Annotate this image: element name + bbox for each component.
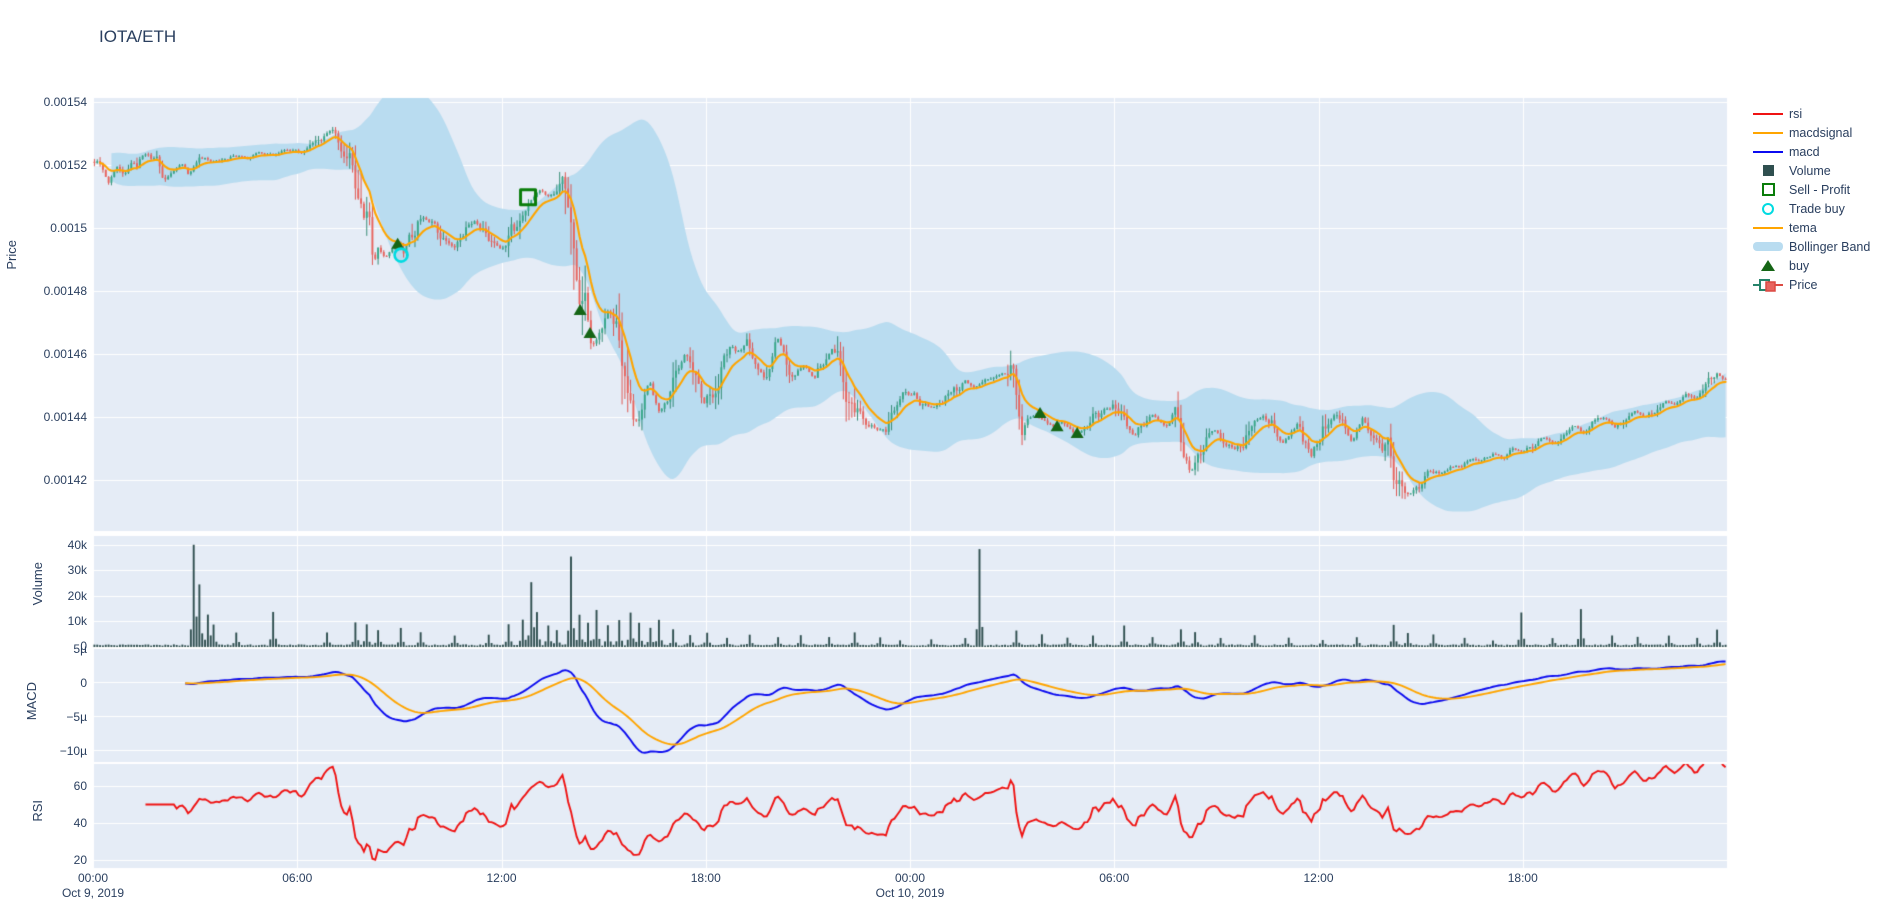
price-swatch-icon xyxy=(1752,277,1784,293)
price-ytick-label: 0.00152 xyxy=(43,158,87,172)
line-glyph xyxy=(1753,131,1783,134)
open-square-glyph xyxy=(1761,183,1775,196)
sell-profit-swatch-icon xyxy=(1752,183,1784,196)
price-ytick-label: 0.00146 xyxy=(43,347,87,361)
x-date-label: Oct 9, 2019 xyxy=(61,886,125,900)
volume-ytick-label: 30k xyxy=(67,563,87,578)
rsi-ytick-label: 40 xyxy=(73,816,87,830)
x-tick-label: 06:00 xyxy=(1099,871,1130,885)
price-ytick-label: 0.0015 xyxy=(50,221,87,235)
x-tick-label: 18:00 xyxy=(690,871,721,885)
legend-item-buy[interactable]: buy xyxy=(1752,256,1870,275)
price-axis-title: Price xyxy=(4,240,19,270)
legend-item-bollinger-band[interactable]: Bollinger Band xyxy=(1752,237,1870,256)
rsi-ytick-label: 60 xyxy=(73,779,87,793)
legend: rsi macdsignal macd Volume Sell - Profit Trad… xyxy=(1752,104,1870,294)
rsi-ytick-label: 20 xyxy=(73,853,87,867)
chart-title: IOTA/ETH xyxy=(99,27,177,46)
bollinger-band-swatch-icon xyxy=(1752,242,1784,251)
legend-label: Volume xyxy=(1789,163,1831,178)
legend-label: buy xyxy=(1789,258,1810,273)
volume-ytick-label: 20k xyxy=(67,588,87,603)
line-glyph xyxy=(1753,150,1783,153)
legend-label: Bollinger Band xyxy=(1789,239,1871,254)
macd-ytick-label: −10µ xyxy=(59,744,87,758)
x-tick-label: 00:00 xyxy=(77,871,109,885)
x-tick-label: 12:00 xyxy=(1303,871,1334,885)
price-ytick-label: 0.00142 xyxy=(43,473,87,487)
volume-swatch-icon xyxy=(1752,165,1784,176)
candle-glyph xyxy=(1753,278,1783,292)
legend-label: macdsignal xyxy=(1789,125,1853,140)
legend-item-price[interactable]: Price xyxy=(1752,275,1870,294)
line-glyph xyxy=(1753,112,1783,115)
square-glyph xyxy=(1762,165,1774,176)
macd-ytick-label: 5µ xyxy=(73,642,87,656)
tema-swatch-icon xyxy=(1752,226,1784,229)
trade-buy-swatch-icon xyxy=(1752,202,1784,215)
macd-swatch-icon xyxy=(1752,150,1784,153)
legend-item-tema[interactable]: tema xyxy=(1752,218,1870,237)
legend-label: rsi xyxy=(1789,106,1803,121)
band-glyph xyxy=(1753,242,1783,251)
macd-ytick-label: −5µ xyxy=(66,710,87,724)
legend-item-trade-buy[interactable]: Trade buy xyxy=(1752,199,1870,218)
x-tick-label: 18:00 xyxy=(1507,871,1538,885)
line-glyph xyxy=(1753,226,1783,229)
legend-label: tema xyxy=(1789,220,1817,235)
price-ytick-label: 0.00144 xyxy=(43,410,87,424)
legend-item-sell-profit[interactable]: Sell - Profit xyxy=(1752,180,1870,199)
macd-ytick-label: 0 xyxy=(80,676,87,690)
buy-swatch-icon xyxy=(1752,260,1784,271)
x-tick-label: 12:00 xyxy=(486,871,517,885)
x-tick-label: 00:00 xyxy=(894,871,926,885)
legend-label: Price xyxy=(1789,277,1818,292)
open-circle-glyph xyxy=(1762,202,1774,215)
legend-label: Trade buy xyxy=(1789,201,1845,216)
legend-item-macdsignal[interactable]: macdsignal xyxy=(1752,123,1870,142)
triangle-glyph xyxy=(1761,260,1775,271)
legend-label: macd xyxy=(1789,144,1820,159)
x-tick-label: 06:00 xyxy=(282,871,313,885)
legend-item-rsi[interactable]: rsi xyxy=(1752,104,1870,123)
volume-ytick-label: 0 xyxy=(80,639,87,653)
legend-item-macd[interactable]: macd xyxy=(1752,142,1870,161)
volume-ytick-label: 40k xyxy=(67,538,87,553)
macdsignal-swatch-icon xyxy=(1752,131,1784,134)
legend-label: Sell - Profit xyxy=(1789,182,1851,197)
rsi-swatch-icon xyxy=(1752,112,1784,115)
price-ytick-label: 0.00154 xyxy=(43,95,87,109)
legend-item-volume[interactable]: Volume xyxy=(1752,161,1870,180)
x-date-label: Oct 10, 2019 xyxy=(875,886,945,900)
volume-ytick-label: 10k xyxy=(67,613,87,628)
price-ytick-label: 0.00148 xyxy=(43,284,87,298)
